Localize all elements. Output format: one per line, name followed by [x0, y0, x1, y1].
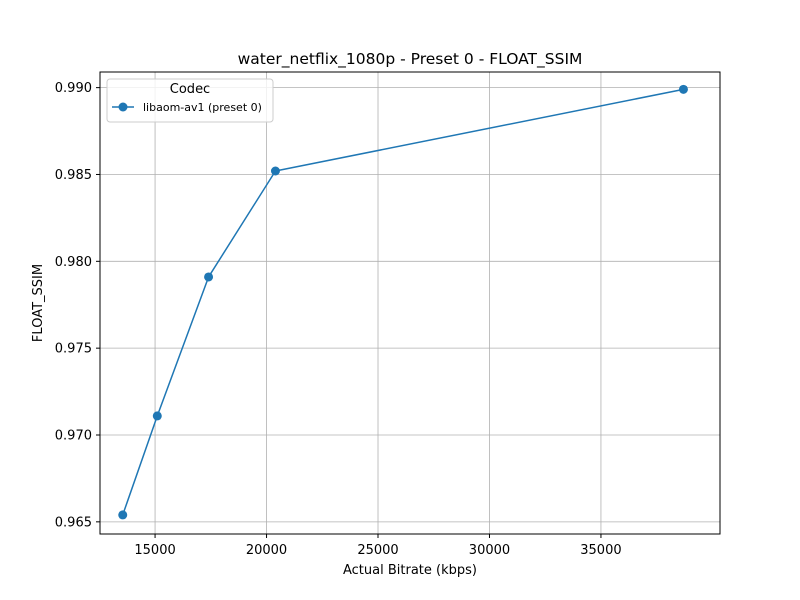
x-tick-label: 20000	[246, 543, 287, 558]
legend-marker-swatch	[118, 102, 128, 112]
x-tick-label: 35000	[580, 543, 621, 558]
data-point	[678, 84, 688, 94]
legend: Codec libaom-av1 (preset 0)	[106, 78, 274, 123]
y-tick-label: 0.985	[55, 168, 92, 183]
grid	[100, 72, 720, 534]
y-tick-label: 0.990	[55, 81, 92, 96]
y-tick-label: 0.980	[55, 255, 92, 270]
x-tick-label: 15000	[134, 543, 175, 558]
data-point	[118, 510, 128, 520]
x-axis: 15000 20000 25000 30000 35000	[134, 534, 622, 558]
legend-entry-label: libaom-av1 (preset 0)	[143, 101, 262, 114]
y-axis-label: FLOAT_SSIM	[31, 264, 46, 342]
x-axis-label: Actual Bitrate (kbps)	[343, 563, 477, 578]
y-tick-label: 0.975	[55, 342, 92, 357]
data-point	[204, 272, 214, 282]
plot-area	[100, 72, 720, 534]
chart-title: water_netflix_1080p - Preset 0 - FLOAT_S…	[238, 50, 583, 69]
data-point	[270, 166, 280, 176]
data-point	[152, 411, 162, 421]
plot-frame	[99, 71, 721, 535]
x-tick-label: 25000	[357, 543, 398, 558]
y-tick-label: 0.970	[55, 429, 92, 444]
legend-title: Codec	[170, 82, 210, 97]
y-tick-label: 0.965	[55, 515, 92, 530]
legend-box	[106, 78, 274, 123]
x-tick-label: 30000	[469, 543, 510, 558]
y-axis: 0.965 0.970 0.975 0.980 0.985 0.990	[55, 81, 100, 530]
series-layer	[118, 84, 688, 520]
